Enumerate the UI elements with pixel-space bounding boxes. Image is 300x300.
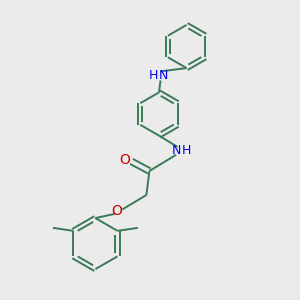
Text: H: H — [148, 69, 158, 82]
Text: N: N — [159, 69, 168, 82]
Text: O: O — [119, 153, 130, 167]
Text: H: H — [182, 144, 191, 158]
Text: N: N — [172, 144, 182, 158]
Text: O: O — [112, 204, 122, 218]
